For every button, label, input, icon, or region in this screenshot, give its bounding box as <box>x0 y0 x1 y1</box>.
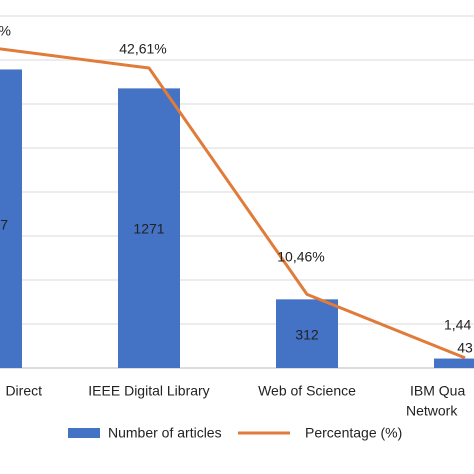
legend-swatch <box>68 428 100 438</box>
x-tick-label: Web of Science <box>258 383 356 399</box>
bar-value-label: 312 <box>295 327 319 343</box>
legend-label: Percentage (%) <box>305 425 402 441</box>
bar-value-label: 7 <box>0 217 8 233</box>
legend-label: Number of articles <box>108 425 222 441</box>
x-tick-label: IBM Qua <box>410 383 465 399</box>
bar-value-label: 1271 <box>133 221 164 237</box>
bar <box>434 358 474 368</box>
bar <box>0 69 22 369</box>
x-tick-label: Network <box>406 403 458 419</box>
bar <box>118 88 180 368</box>
line-series <box>0 47 466 360</box>
x-tick-label: IEEE Digital Library <box>88 383 209 399</box>
line-value-label: % <box>0 23 11 39</box>
bar-value-label: 43 <box>457 340 473 356</box>
line-value-label: 10,46% <box>277 249 324 265</box>
line-value-label: 42,61% <box>119 41 166 57</box>
x-tick-label: Direct <box>5 383 42 399</box>
line-value-label: 1,44 <box>444 317 471 333</box>
bar <box>276 299 338 368</box>
